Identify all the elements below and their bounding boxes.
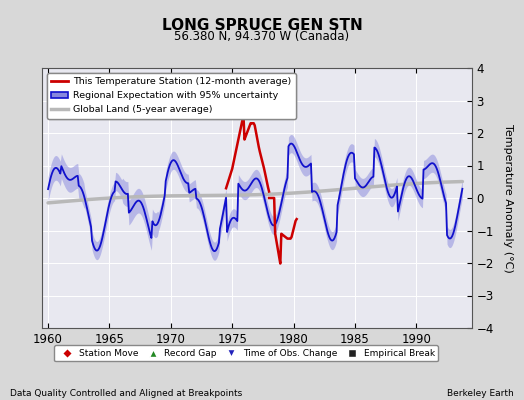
Text: Data Quality Controlled and Aligned at Breakpoints: Data Quality Controlled and Aligned at B…: [10, 389, 243, 398]
Legend: This Temperature Station (12-month average), Regional Expectation with 95% uncer: This Temperature Station (12-month avera…: [47, 73, 296, 119]
Text: LONG SPRUCE GEN STN: LONG SPRUCE GEN STN: [161, 18, 363, 33]
Y-axis label: Temperature Anomaly (°C): Temperature Anomaly (°C): [503, 124, 514, 272]
Text: 56.380 N, 94.370 W (Canada): 56.380 N, 94.370 W (Canada): [174, 30, 350, 43]
Text: Berkeley Earth: Berkeley Earth: [447, 389, 514, 398]
Legend: Station Move, Record Gap, Time of Obs. Change, Empirical Break: Station Move, Record Gap, Time of Obs. C…: [54, 345, 438, 362]
